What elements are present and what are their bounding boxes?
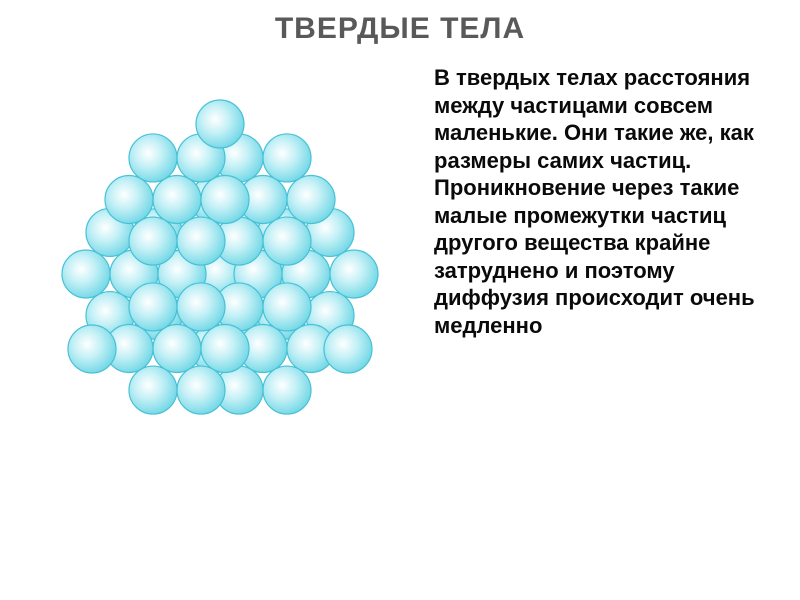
- particle-diagram-wrap: [10, 64, 430, 489]
- body-text: В твердых телах расстояния между частица…: [434, 64, 800, 339]
- particle: [324, 325, 372, 373]
- particle: [68, 325, 116, 373]
- particle-diagram: [10, 64, 430, 484]
- particle: [153, 325, 201, 373]
- page-title: ТВЕРДЫЕ ТЕЛА: [0, 12, 800, 46]
- particle: [263, 217, 311, 265]
- particle: [129, 217, 177, 265]
- particle: [129, 366, 177, 414]
- particle: [105, 176, 153, 224]
- particle: [263, 283, 311, 331]
- content-row: В твердых телах расстояния между частица…: [0, 64, 800, 489]
- particle: [177, 283, 225, 331]
- particle: [129, 283, 177, 331]
- particle: [177, 366, 225, 414]
- particle: [196, 100, 244, 148]
- particle: [201, 325, 249, 373]
- particle: [129, 134, 177, 182]
- particle: [153, 176, 201, 224]
- particle: [177, 217, 225, 265]
- particle: [62, 250, 110, 298]
- particle: [263, 366, 311, 414]
- particle: [287, 176, 335, 224]
- particle: [263, 134, 311, 182]
- particle: [201, 176, 249, 224]
- particle: [330, 250, 378, 298]
